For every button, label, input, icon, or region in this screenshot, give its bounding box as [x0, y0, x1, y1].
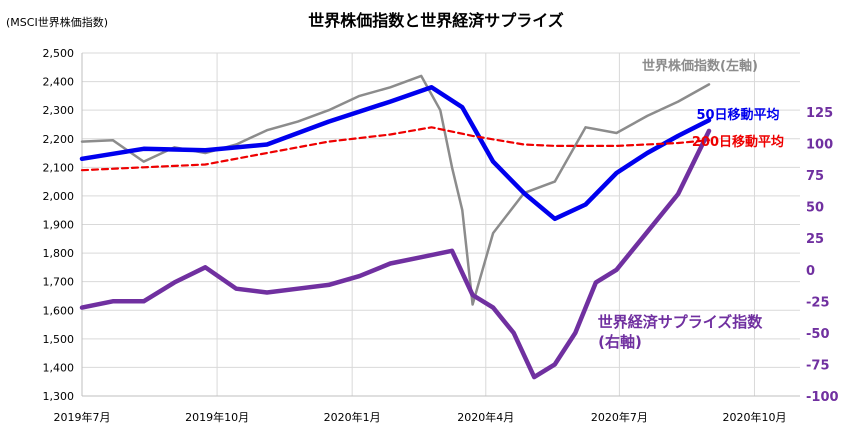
series-label-2: 200日移動平均	[692, 134, 784, 150]
left-tick-label: 1,600	[43, 304, 75, 317]
left-tick-label: 1,800	[43, 247, 75, 260]
left-tick-label: 2,300	[43, 104, 75, 117]
left-tick-label: 2,000	[43, 190, 75, 203]
series-line-2	[80, 126, 711, 172]
right-tick-label: 75	[806, 169, 824, 184]
left-tick-label: 1,300	[43, 390, 75, 403]
left-tick-label: 1,900	[43, 219, 75, 232]
x-tick-label: 2020年7月	[591, 410, 648, 424]
series-label-3-line2: (右軸)	[598, 333, 642, 351]
right-tick-label: 0	[806, 264, 815, 279]
left-tick-label: 2,400	[43, 76, 75, 89]
right-tick-label: 50	[806, 201, 824, 216]
x-tick-label: 2020年10月	[722, 410, 786, 424]
series-label-1: 50日移動平均	[696, 107, 779, 123]
x-tick-label: 2019年7月	[54, 410, 111, 424]
x-tick-label: 2020年4月	[457, 410, 514, 424]
left-axis-unit-note: (MSCI世界株価指数)	[6, 15, 108, 29]
left-tick-label: 2,200	[43, 133, 75, 146]
left-tick-label: 1,700	[43, 276, 75, 289]
series-line-1	[79, 85, 712, 222]
x-tick-label: 2019年10月	[185, 410, 249, 424]
left-tick-label: 2,500	[43, 47, 75, 60]
right-tick-label: 100	[806, 138, 833, 153]
x-tick-label: 2020年1月	[324, 410, 381, 424]
chart-title: 世界株価指数と世界経済サプライズ	[308, 11, 564, 30]
right-tick-label: 25	[806, 232, 824, 247]
right-tick-label: -50	[806, 327, 830, 342]
right-tick-label: -25	[806, 295, 830, 310]
left-tick-label: 1,400	[43, 361, 75, 374]
right-tick-label: -100	[806, 390, 839, 405]
right-tick-label: 125	[806, 106, 833, 121]
series-line-3	[79, 128, 712, 380]
series-label-3-line1: 世界経済サプライズ指数	[598, 313, 764, 331]
left-tick-label: 1,500	[43, 333, 75, 346]
series-label-0: 世界株価指数(左軸)	[642, 58, 758, 74]
left-tick-label: 2,100	[43, 161, 75, 174]
right-tick-label: -75	[806, 358, 830, 373]
